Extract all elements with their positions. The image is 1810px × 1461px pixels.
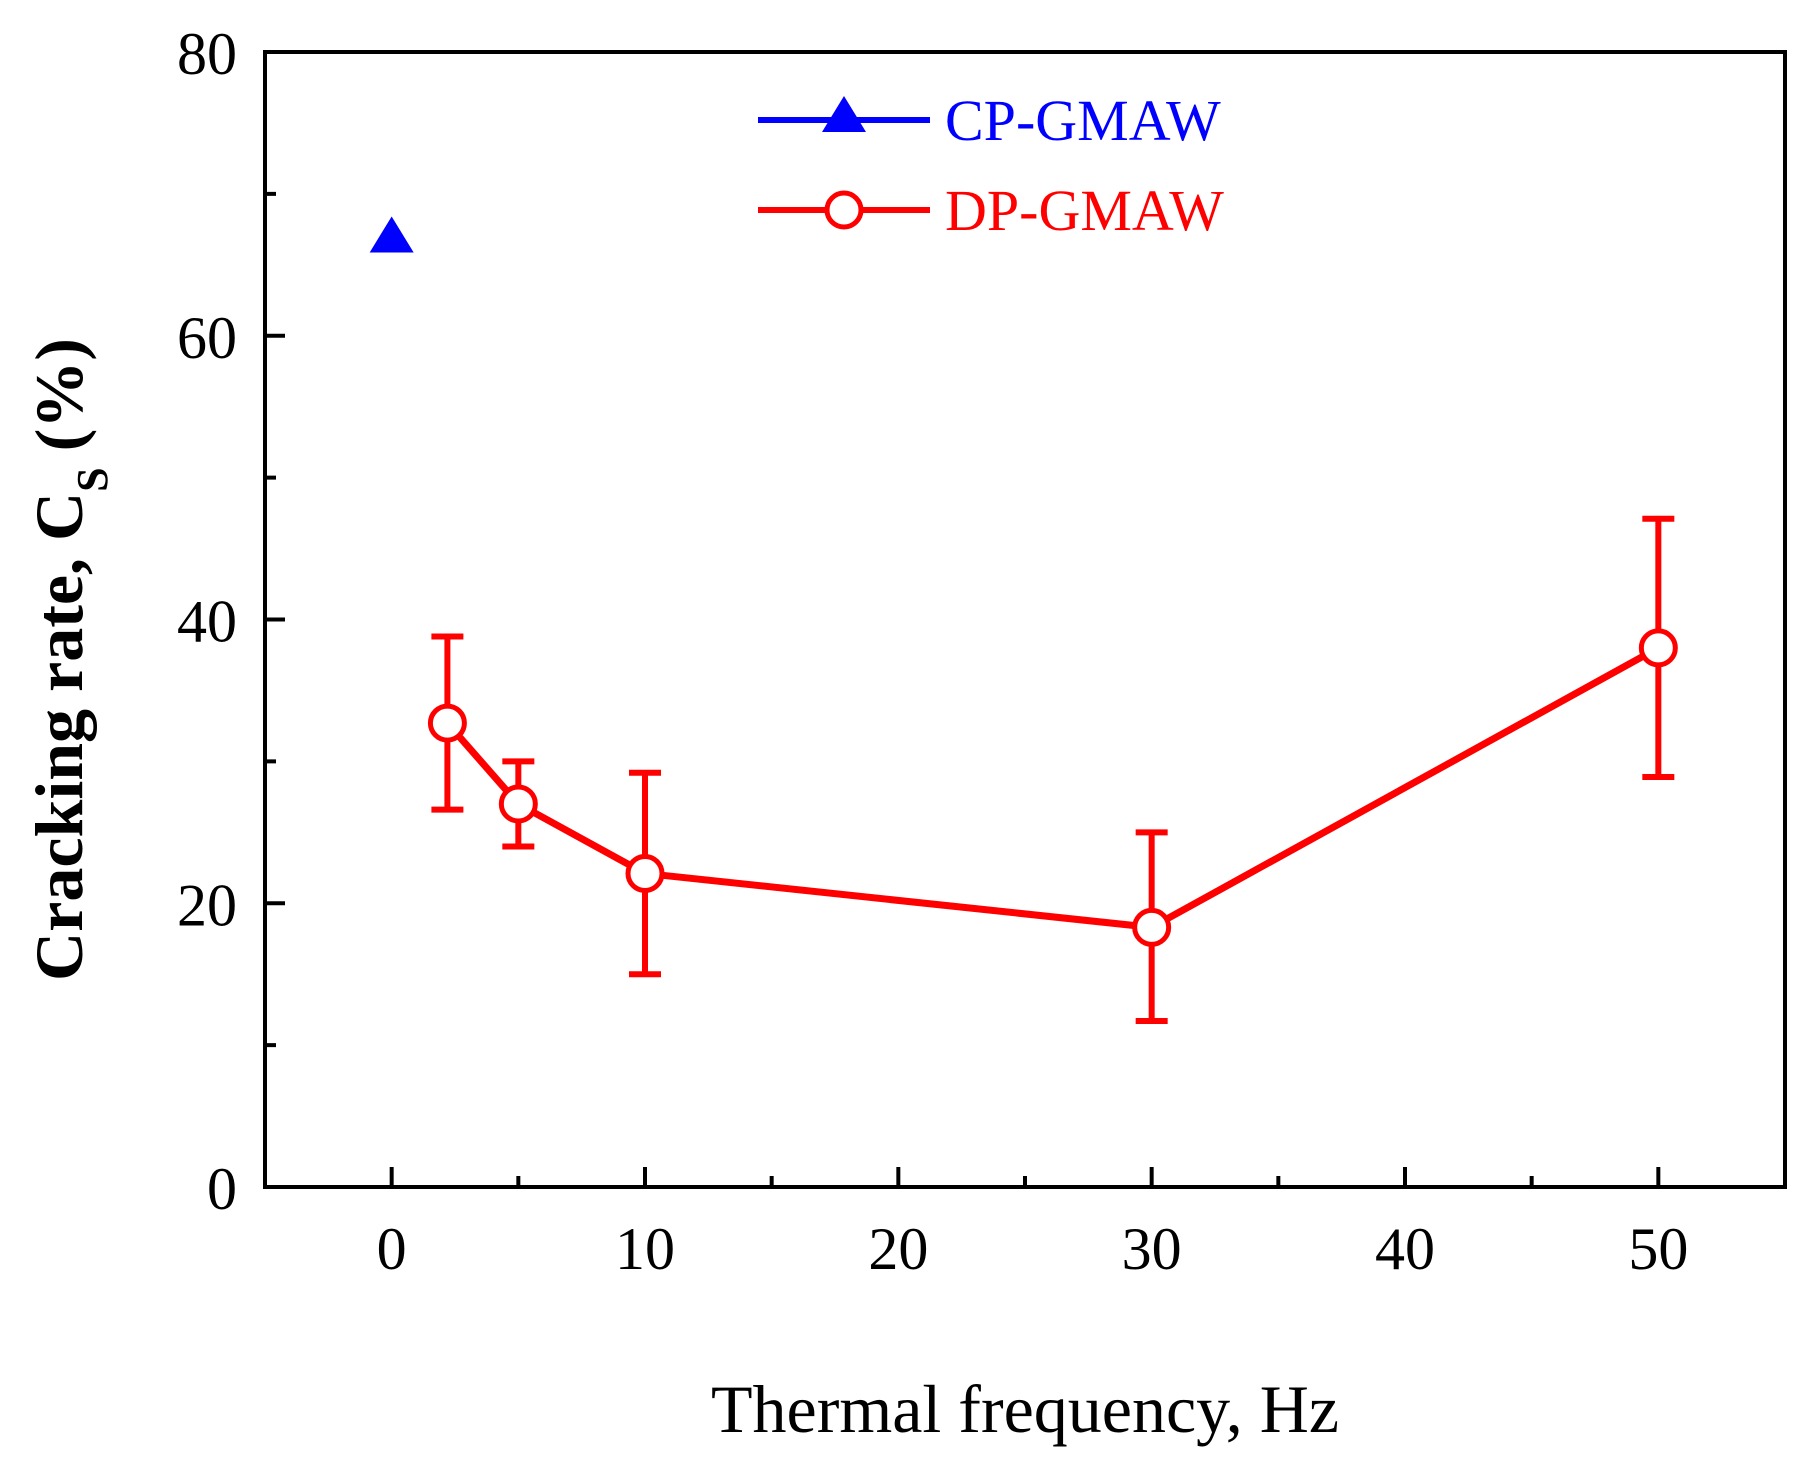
x-tick-label: 50 [1628, 1216, 1688, 1282]
series-line-dp-gmaw [444, 644, 1661, 931]
y-tick-label: 0 [207, 1156, 237, 1222]
y-tick-label: 80 [177, 21, 237, 87]
axis-tick-labels: 0 10 20 30 40 50 0 20 40 60 80 [177, 21, 1688, 1282]
x-tick-label: 0 [377, 1216, 407, 1282]
legend-marker-cp-gmaw [822, 96, 866, 132]
y-axis-title-main: Cracking rate, C [21, 492, 97, 981]
series-lines [444, 644, 1661, 931]
axis-ticks [265, 50, 1661, 1189]
data-point-dp-gmaw [498, 784, 538, 824]
y-axis-title-unit: (%) [21, 338, 97, 451]
y-tick-label: 20 [177, 872, 237, 938]
data-markers [369, 216, 1678, 947]
x-tick-label: 30 [1122, 1216, 1182, 1282]
legend-marker-dp-gmaw [824, 190, 864, 230]
data-point-dp-gmaw [1638, 628, 1678, 668]
error-bars [431, 515, 1675, 1025]
y-axis-title-subscript: S [68, 467, 117, 491]
y-tick-label: 60 [177, 305, 237, 371]
x-axis-title: Thermal frequency, Hz [711, 1371, 1339, 1447]
data-point-dp-gmaw [1132, 907, 1172, 947]
legend-label-dp-gmaw: DP-GMAW [945, 178, 1224, 243]
legend-label-cp-gmaw: CP-GMAW [945, 88, 1221, 153]
y-axis-title: Cracking rate, CS (%) [21, 338, 117, 981]
x-tick-label: 20 [868, 1216, 928, 1282]
legend: CP-GMAW DP-GMAW [758, 88, 1224, 243]
data-point-dp-gmaw [427, 703, 467, 743]
x-tick-label: 40 [1375, 1216, 1435, 1282]
data-point-dp-gmaw [625, 853, 665, 893]
y-tick-label: 40 [177, 589, 237, 655]
x-tick-label: 10 [615, 1216, 675, 1282]
data-point-cp-gmaw [369, 216, 414, 253]
